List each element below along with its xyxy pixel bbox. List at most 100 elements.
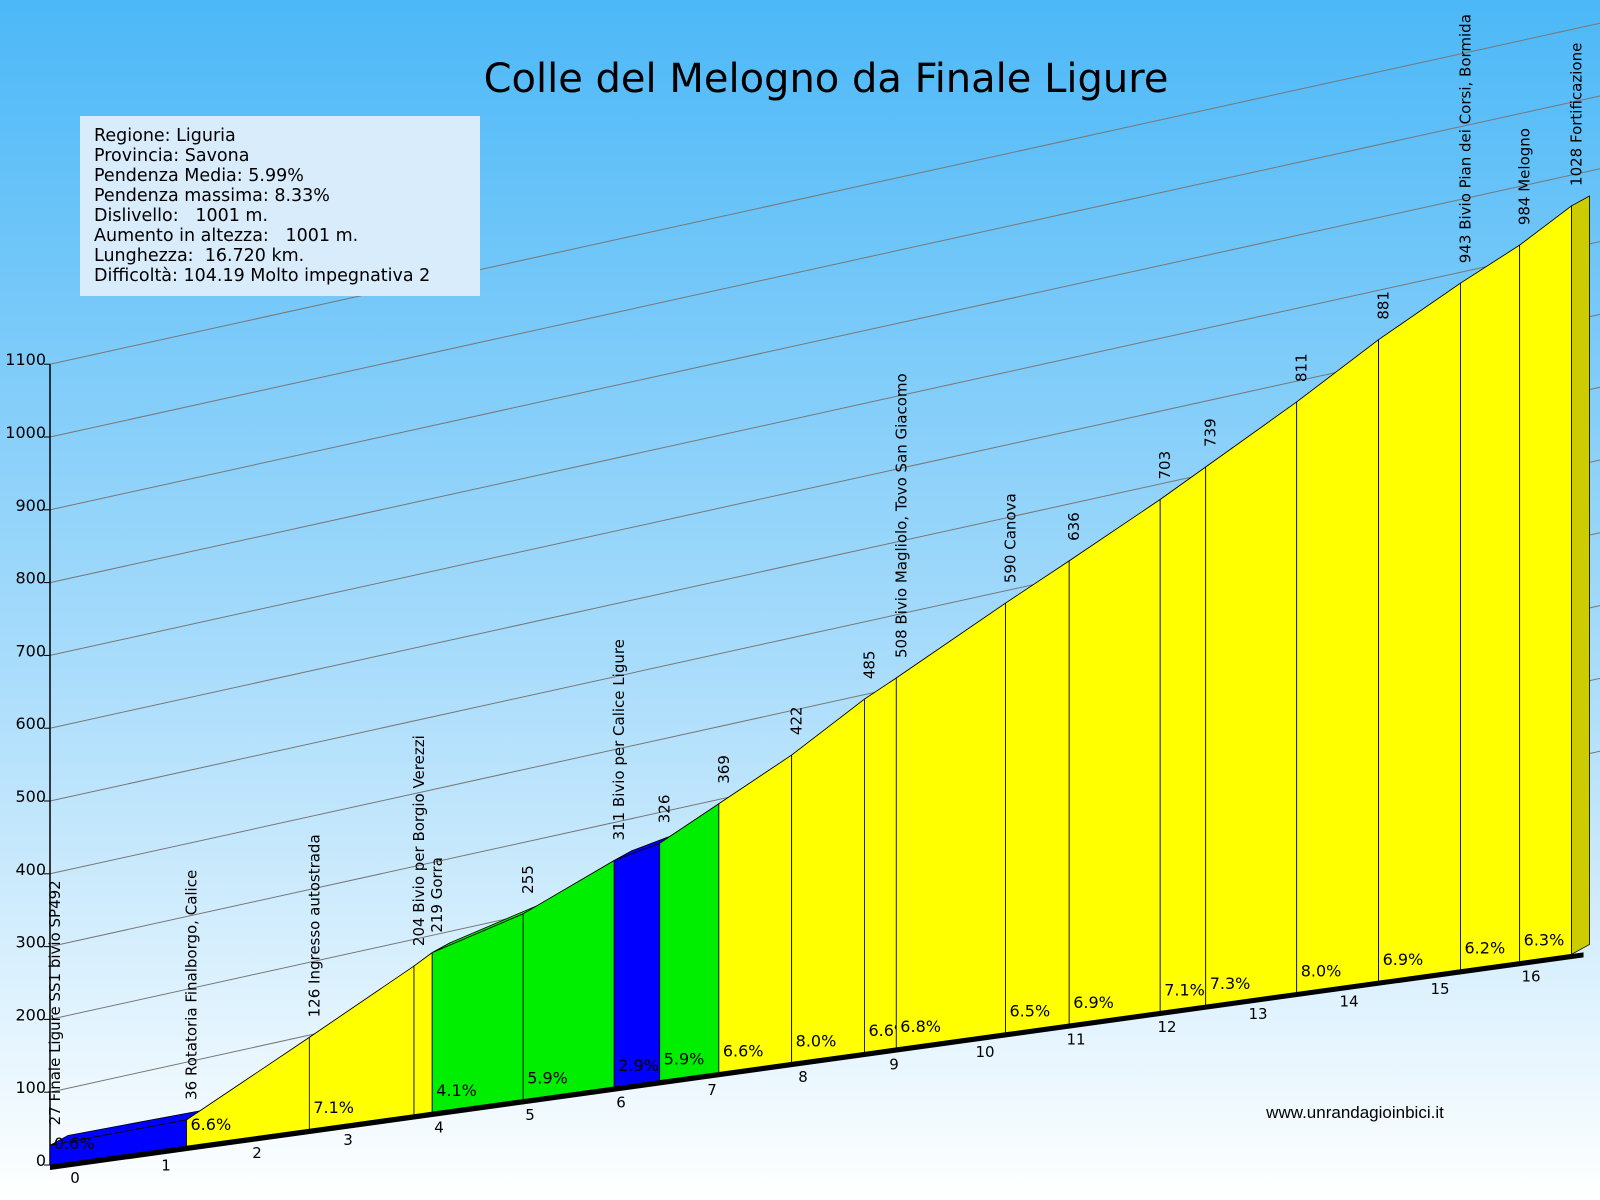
gridline — [49, 168, 1600, 511]
point-label: 590 Canova — [1002, 493, 1020, 583]
segment-bar — [1205, 401, 1298, 1006]
segment-bar — [895, 602, 1006, 1049]
segment-grade-label: 6.3% — [1524, 931, 1565, 950]
segment-bar — [864, 677, 897, 1053]
y-tick-label: 600 — [15, 714, 46, 733]
segment-grade-label: 4.1% — [436, 1081, 477, 1100]
segment-grade-label: 6.5% — [1010, 1002, 1051, 1021]
y-tick-label: 800 — [15, 569, 46, 588]
x-tick-label: 13 — [1248, 1005, 1267, 1023]
x-tick-label: 2 — [252, 1144, 262, 1162]
segment-grade-label: 6.6% — [723, 1041, 764, 1060]
point-label: 984 Melogno — [1516, 128, 1534, 225]
segment-bar — [718, 754, 793, 1073]
point-label: 703 — [1156, 451, 1174, 480]
climb-info-box: Regione: Liguria Provincia: Savona Pende… — [80, 116, 480, 296]
x-tick-label: 10 — [975, 1043, 994, 1061]
profile-segments: 0.6%6.6%7.1%4.1%5.9%2.9% 5.9% 6.6%8.0%6.6%… — [49, 195, 1590, 1166]
info-elevation-gain: Aumento in altezza: 1001 m. — [94, 226, 359, 246]
point-label: 422 — [788, 706, 806, 735]
x-tick-label: 11 — [1066, 1030, 1085, 1048]
x-tick-label: 5 — [525, 1106, 535, 1124]
x-tick-label: 15 — [1430, 980, 1449, 998]
info-average-gradient: Pendenza Media: 5.99% — [94, 166, 304, 186]
segment-grade-label: 7.3% — [1210, 974, 1251, 993]
y-tick-label: 900 — [15, 496, 46, 515]
segment-bar — [1159, 466, 1207, 1012]
segment-grade-label: 8.0% — [1301, 961, 1342, 980]
segment-grade-label: 2.9% — [618, 1056, 659, 1075]
axes: 0100200300400500600700800900100011000123… — [5, 350, 1584, 1187]
y-tick-label: 1100 — [5, 350, 46, 369]
gridline — [49, 95, 1600, 438]
segment-grade-label: 6.6% — [191, 1115, 232, 1134]
segment-grade-label: 6.2% — [1465, 939, 1506, 958]
segment-bar — [613, 842, 661, 1088]
info-max-gradient: Pendenza massima: 8.33% — [94, 186, 330, 206]
y-tick-label: 700 — [15, 641, 46, 660]
point-label: 508 Bivio Magliolo, Tovo San Giacomo — [892, 373, 910, 658]
point-label: 27 Finale Ligure SS1 bivio SP492 — [46, 880, 64, 1125]
segment-bar — [1005, 560, 1070, 1034]
point-label: 326 — [656, 795, 674, 824]
x-tick-label: 1 — [161, 1156, 171, 1174]
x-tick-label: 0 — [70, 1169, 80, 1187]
point-label: 204 Bivio per Borgio Verezzi — [410, 735, 428, 946]
x-tick-label: 12 — [1157, 1018, 1176, 1036]
point-label: 1028 Fortificazione — [1568, 43, 1586, 186]
point-label: 36 Rotatoria Finalborgo, Calice — [183, 870, 201, 1100]
point-label: 943 Bivio Pian dei Corsi, Bormida — [1457, 14, 1475, 263]
segment-grade-label: 8.0% — [796, 1031, 837, 1050]
y-tick-label: 300 — [15, 933, 46, 952]
point-label: 311 Bivio per Calice Ligure — [610, 639, 628, 840]
segment-bar — [1296, 338, 1379, 993]
x-tick-label: 14 — [1339, 993, 1358, 1011]
segment-grade-label: 6.9% — [1073, 993, 1114, 1012]
x-tick-label: 3 — [343, 1131, 353, 1149]
website-credit: www.unrandagioinbici.it — [1265, 1103, 1444, 1122]
profile-end-face — [1571, 195, 1590, 956]
y-tick-label: 1000 — [5, 423, 46, 442]
info-province: Provincia: Savona — [94, 146, 250, 166]
info-difficulty: Difficoltà: 104.19 Molto impegnativa 2 — [94, 266, 431, 286]
info-region: Regione: Liguria — [94, 126, 236, 146]
point-label: 739 — [1202, 418, 1220, 447]
point-label: 636 — [1065, 512, 1083, 541]
x-tick-label: 9 — [889, 1056, 899, 1074]
point-label: 881 — [1375, 291, 1393, 320]
point-label: 126 Ingresso autostrada — [305, 834, 323, 1017]
x-tick-label: 4 — [434, 1119, 444, 1137]
ground-line — [50, 952, 1584, 1170]
segment-bar — [413, 951, 433, 1116]
segment-bar — [1460, 244, 1521, 971]
y-tick-label: 100 — [15, 1078, 46, 1097]
segment-bar — [1378, 282, 1461, 982]
info-elevation-difference: Dislivello: 1001 m. — [94, 206, 269, 226]
segment-grade-label: 7.1% — [1164, 980, 1205, 999]
x-tick-label: 6 — [616, 1093, 626, 1111]
y-tick-label: 400 — [15, 860, 46, 879]
chart-title: Colle del Melogno da Finale Ligure — [484, 56, 1169, 102]
point-label: 219 Gorra — [428, 857, 446, 932]
segment-bar — [1519, 205, 1572, 962]
point-label: 255 — [519, 865, 537, 894]
x-tick-label: 8 — [798, 1068, 808, 1086]
info-length: Lunghezza: 16.720 km. — [94, 246, 305, 266]
x-tick-label: 7 — [707, 1081, 717, 1099]
segment-bar — [659, 803, 720, 1082]
segment-bar — [1068, 498, 1161, 1025]
point-label: 369 — [715, 755, 733, 784]
segment-grade-label: 5.9% — [664, 1050, 705, 1069]
y-tick-label: 0 — [36, 1151, 46, 1170]
point-label: 811 — [1293, 353, 1311, 382]
segment-grade-label: 6.8% — [900, 1017, 941, 1036]
segment-grade-label: 0.6% — [54, 1134, 95, 1153]
segment-grade-label: 6.9% — [1383, 950, 1424, 969]
gridline — [49, 22, 1600, 365]
segment-bar — [791, 698, 865, 1063]
y-tick-label: 200 — [15, 1005, 46, 1024]
x-tick-label: 16 — [1521, 967, 1540, 985]
point-labels: 27 Finale Ligure SS1 bivio SP492 36 Rotat… — [46, 14, 1586, 1125]
